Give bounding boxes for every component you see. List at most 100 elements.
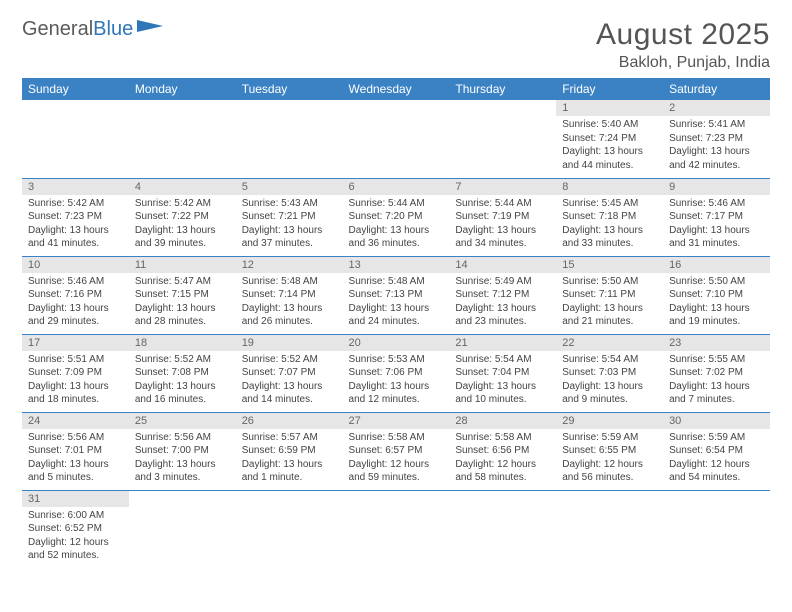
daylight-line2: and 3 minutes. <box>135 471 230 485</box>
calendar-cell: 26Sunrise: 5:57 AMSunset: 6:59 PMDayligh… <box>236 412 343 490</box>
sunrise: Sunrise: 5:55 AM <box>669 353 764 367</box>
daylight-line2: and 42 minutes. <box>669 159 764 173</box>
day-number: 8 <box>556 179 663 195</box>
location: Bakloh, Punjab, India <box>596 54 770 72</box>
calendar-row: 3Sunrise: 5:42 AMSunset: 7:23 PMDaylight… <box>22 178 770 256</box>
daylight-line1: Daylight: 12 hours <box>349 458 444 472</box>
day-body: Sunrise: 5:48 AMSunset: 7:13 PMDaylight:… <box>343 273 450 333</box>
sunset: Sunset: 7:11 PM <box>562 288 657 302</box>
day-number: 16 <box>663 257 770 273</box>
day-body: Sunrise: 5:50 AMSunset: 7:11 PMDaylight:… <box>556 273 663 333</box>
day-number: 24 <box>22 413 129 429</box>
calendar-cell: 6Sunrise: 5:44 AMSunset: 7:20 PMDaylight… <box>343 178 450 256</box>
day-body: Sunrise: 5:48 AMSunset: 7:14 PMDaylight:… <box>236 273 343 333</box>
sunset: Sunset: 7:21 PM <box>242 210 337 224</box>
calendar-cell: 21Sunrise: 5:54 AMSunset: 7:04 PMDayligh… <box>449 334 556 412</box>
daylight-line1: Daylight: 13 hours <box>349 224 444 238</box>
calendar-cell: 13Sunrise: 5:48 AMSunset: 7:13 PMDayligh… <box>343 256 450 334</box>
daylight-line2: and 36 minutes. <box>349 237 444 251</box>
day-body: Sunrise: 5:56 AMSunset: 7:01 PMDaylight:… <box>22 429 129 489</box>
daylight-line2: and 28 minutes. <box>135 315 230 329</box>
sunset: Sunset: 7:15 PM <box>135 288 230 302</box>
day-body: Sunrise: 5:59 AMSunset: 6:54 PMDaylight:… <box>663 429 770 489</box>
daylight-line2: and 16 minutes. <box>135 393 230 407</box>
sunrise: Sunrise: 5:46 AM <box>28 275 123 289</box>
calendar-row: 31Sunrise: 6:00 AMSunset: 6:52 PMDayligh… <box>22 490 770 568</box>
day-header: Friday <box>556 78 663 100</box>
calendar-cell-empty <box>663 490 770 568</box>
calendar-cell-empty <box>129 490 236 568</box>
sunrise: Sunrise: 6:00 AM <box>28 509 123 523</box>
day-body: Sunrise: 5:59 AMSunset: 6:55 PMDaylight:… <box>556 429 663 489</box>
day-number: 22 <box>556 335 663 351</box>
daylight-line1: Daylight: 12 hours <box>28 536 123 550</box>
calendar-cell: 14Sunrise: 5:49 AMSunset: 7:12 PMDayligh… <box>449 256 556 334</box>
daylight-line2: and 14 minutes. <box>242 393 337 407</box>
sunset: Sunset: 7:22 PM <box>135 210 230 224</box>
sunset: Sunset: 7:06 PM <box>349 366 444 380</box>
day-header: Sunday <box>22 78 129 100</box>
sunset: Sunset: 6:56 PM <box>455 444 550 458</box>
day-body: Sunrise: 5:42 AMSunset: 7:22 PMDaylight:… <box>129 195 236 255</box>
brand-text-2: Blue <box>93 18 133 41</box>
day-number: 17 <box>22 335 129 351</box>
daylight-line1: Daylight: 12 hours <box>455 458 550 472</box>
calendar-cell: 3Sunrise: 5:42 AMSunset: 7:23 PMDaylight… <box>22 178 129 256</box>
day-number: 13 <box>343 257 450 273</box>
daylight-line2: and 33 minutes. <box>562 237 657 251</box>
sunrise: Sunrise: 5:50 AM <box>669 275 764 289</box>
day-number: 29 <box>556 413 663 429</box>
day-number: 23 <box>663 335 770 351</box>
daylight-line2: and 18 minutes. <box>28 393 123 407</box>
sunset: Sunset: 7:02 PM <box>669 366 764 380</box>
day-number: 30 <box>663 413 770 429</box>
sunrise: Sunrise: 5:52 AM <box>242 353 337 367</box>
day-body: Sunrise: 5:40 AMSunset: 7:24 PMDaylight:… <box>556 116 663 176</box>
daylight-line1: Daylight: 13 hours <box>562 145 657 159</box>
calendar-cell: 20Sunrise: 5:53 AMSunset: 7:06 PMDayligh… <box>343 334 450 412</box>
day-body: Sunrise: 5:41 AMSunset: 7:23 PMDaylight:… <box>663 116 770 176</box>
sunrise: Sunrise: 5:51 AM <box>28 353 123 367</box>
daylight-line2: and 44 minutes. <box>562 159 657 173</box>
sunrise: Sunrise: 5:59 AM <box>562 431 657 445</box>
daylight-line2: and 54 minutes. <box>669 471 764 485</box>
calendar-row: 24Sunrise: 5:56 AMSunset: 7:01 PMDayligh… <box>22 412 770 490</box>
day-body: Sunrise: 5:58 AMSunset: 6:57 PMDaylight:… <box>343 429 450 489</box>
daylight-line1: Daylight: 13 hours <box>669 224 764 238</box>
calendar-cell: 29Sunrise: 5:59 AMSunset: 6:55 PMDayligh… <box>556 412 663 490</box>
sunrise: Sunrise: 5:58 AM <box>455 431 550 445</box>
day-number: 9 <box>663 179 770 195</box>
daylight-line1: Daylight: 13 hours <box>28 302 123 316</box>
day-body: Sunrise: 5:42 AMSunset: 7:23 PMDaylight:… <box>22 195 129 255</box>
day-body: Sunrise: 5:46 AMSunset: 7:16 PMDaylight:… <box>22 273 129 333</box>
sunset: Sunset: 7:08 PM <box>135 366 230 380</box>
calendar-cell: 10Sunrise: 5:46 AMSunset: 7:16 PMDayligh… <box>22 256 129 334</box>
sunrise: Sunrise: 5:48 AM <box>242 275 337 289</box>
sunset: Sunset: 6:52 PM <box>28 522 123 536</box>
daylight-line1: Daylight: 13 hours <box>349 380 444 394</box>
day-number: 1 <box>556 100 663 116</box>
daylight-line1: Daylight: 13 hours <box>28 458 123 472</box>
daylight-line1: Daylight: 13 hours <box>28 224 123 238</box>
day-body: Sunrise: 5:49 AMSunset: 7:12 PMDaylight:… <box>449 273 556 333</box>
day-body: Sunrise: 5:52 AMSunset: 7:08 PMDaylight:… <box>129 351 236 411</box>
calendar-cell-empty <box>343 100 450 178</box>
calendar-cell: 24Sunrise: 5:56 AMSunset: 7:01 PMDayligh… <box>22 412 129 490</box>
day-number: 15 <box>556 257 663 273</box>
daylight-line2: and 52 minutes. <box>28 549 123 563</box>
calendar-cell-empty <box>449 100 556 178</box>
calendar-cell: 7Sunrise: 5:44 AMSunset: 7:19 PMDaylight… <box>449 178 556 256</box>
day-body: Sunrise: 5:44 AMSunset: 7:20 PMDaylight:… <box>343 195 450 255</box>
calendar-cell: 4Sunrise: 5:42 AMSunset: 7:22 PMDaylight… <box>129 178 236 256</box>
title-block: August 2025 Bakloh, Punjab, India <box>596 18 770 72</box>
sunset: Sunset: 7:23 PM <box>28 210 123 224</box>
daylight-line2: and 23 minutes. <box>455 315 550 329</box>
daylight-line2: and 31 minutes. <box>669 237 764 251</box>
day-number: 7 <box>449 179 556 195</box>
day-number: 28 <box>449 413 556 429</box>
daylight-line2: and 37 minutes. <box>242 237 337 251</box>
daylight-line2: and 58 minutes. <box>455 471 550 485</box>
calendar-cell-empty <box>129 100 236 178</box>
sunrise: Sunrise: 5:58 AM <box>349 431 444 445</box>
day-body: Sunrise: 5:44 AMSunset: 7:19 PMDaylight:… <box>449 195 556 255</box>
